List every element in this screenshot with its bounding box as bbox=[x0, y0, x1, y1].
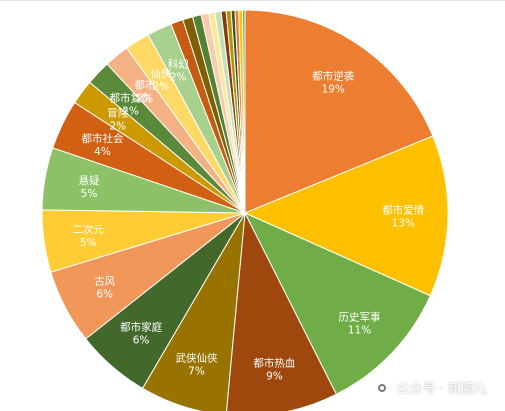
pie-slice-0 bbox=[244, 9, 434, 214]
slice-value-13: 2% bbox=[153, 81, 170, 93]
slice-label-8: 悬疑 bbox=[79, 175, 100, 187]
slice-value-1: 13% bbox=[392, 218, 415, 230]
pie-slice-1 bbox=[243, 135, 449, 297]
slice-label-6: 古风 bbox=[94, 274, 115, 287]
slice-label-13: 仙侠 bbox=[150, 67, 171, 80]
slice-label-5: 都市家庭 bbox=[120, 321, 162, 334]
slice-value-5: 6% bbox=[133, 335, 150, 347]
slice-value-4: 7% bbox=[188, 366, 205, 378]
slice-label-0: 都市逆袭 bbox=[312, 70, 354, 83]
slice-value-6: 6% bbox=[96, 288, 113, 300]
pie-slice-3 bbox=[225, 211, 337, 411]
watermark: 公众号 · 新腕儿 bbox=[372, 378, 487, 397]
slice-value-10: 2% bbox=[109, 121, 126, 133]
slice-label-1: 都市爱情 bbox=[382, 204, 424, 217]
slice-label-14: 科幻 bbox=[168, 57, 189, 70]
watermark-text: 公众号 · 新腕儿 bbox=[396, 382, 487, 397]
slice-label-4: 武侠仙侠 bbox=[176, 352, 218, 365]
slice-label-9: 都市社会 bbox=[82, 132, 124, 145]
slice-value-7: 5% bbox=[80, 237, 97, 249]
pie-slice-26 bbox=[241, 9, 246, 214]
top-divider bbox=[0, 0, 505, 1]
slice-value-0: 19% bbox=[322, 84, 345, 96]
slice-value-11: 2% bbox=[122, 106, 139, 118]
slice-value-14: 2% bbox=[170, 71, 187, 83]
slice-label-10: 冒险 bbox=[107, 107, 128, 120]
slice-value-3: 9% bbox=[266, 371, 283, 383]
pie-slice-2 bbox=[243, 211, 432, 395]
pie-slices bbox=[41, 9, 449, 411]
pie-labels: 都市逆袭19%都市爱情13%历史军事11%都市热血9%武侠仙侠7%都市家庭6%古… bbox=[72, 57, 424, 382]
slice-value-8: 5% bbox=[81, 188, 98, 200]
slice-value-12: 2% bbox=[137, 92, 154, 104]
slice-value-2: 11% bbox=[348, 324, 371, 336]
slice-label-3: 都市热血 bbox=[253, 357, 295, 370]
wechat-official-account-icon bbox=[372, 378, 391, 397]
slice-value-9: 4% bbox=[94, 146, 111, 158]
slice-label-7: 二次元 bbox=[72, 223, 104, 236]
slice-label-11: 都市复仇 bbox=[110, 92, 152, 105]
slice-label-12: 都市 bbox=[134, 78, 155, 91]
slice-label-2: 历史军事 bbox=[339, 310, 381, 323]
